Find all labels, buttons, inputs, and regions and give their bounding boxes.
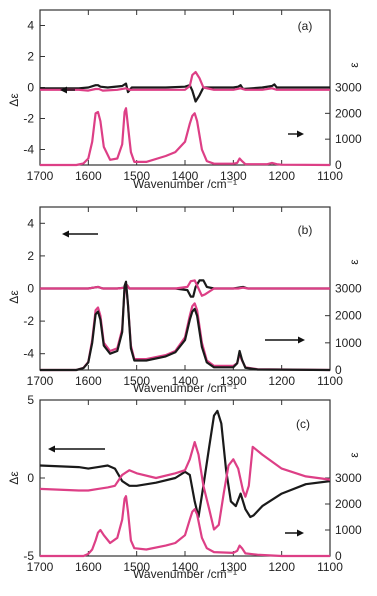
x-tick-label: 1600 [75, 169, 102, 183]
y-left-tick-label: -4 [23, 347, 34, 361]
panel-label: (a) [298, 19, 313, 33]
y-left-tick-label: -2 [23, 112, 34, 126]
right-axis-arrowhead [297, 529, 304, 537]
chart-panel-c: 1700 1600 1500 1400 1300 1200 1100 5 0 -5 3000 2000… [7, 393, 362, 581]
panel-label: (c) [296, 417, 310, 431]
series-line-delta-epsilon-black [40, 82, 330, 103]
x-tick-label: 1200 [268, 374, 295, 388]
y-right-axis-label: ε [347, 452, 361, 458]
right-axis-arrowhead [297, 130, 304, 138]
x-tick-label: 1600 [75, 374, 102, 388]
series-line-delta-epsilon-magenta [40, 279, 330, 297]
x-tick-label: 1700 [27, 169, 54, 183]
x-tick-label: 1300 [220, 560, 247, 574]
y-left-tick-label: 0 [27, 282, 34, 296]
y-right-tick-label: 3000 [335, 81, 362, 95]
x-tick-label: 1300 [220, 169, 247, 183]
y-right-tick-label: 3000 [335, 282, 362, 296]
x-tick-label: 1600 [75, 560, 102, 574]
y-left-tick-label: -5 [23, 549, 34, 563]
x-tick-label: 1400 [172, 169, 199, 183]
x-tick-label: 1100 [317, 560, 343, 574]
left-axis-arrowhead [60, 86, 67, 94]
y-right-tick-label: 1000 [335, 336, 362, 350]
y-right-tick-label: 0 [335, 158, 342, 172]
series-line-epsilon-magenta [40, 495, 330, 558]
y-left-axis-label: Δε [7, 93, 21, 107]
x-tick-label: 1100 [317, 374, 343, 388]
y-left-axis-label: Δε [7, 290, 21, 304]
x-tick-label: 1500 [123, 560, 150, 574]
y-left-tick-label: 0 [27, 471, 34, 485]
y-left-axis-label: Δε [7, 471, 21, 485]
x-tick-label: 1200 [268, 560, 295, 574]
x-tick-label: 1500 [123, 374, 150, 388]
series-line-delta-epsilon-black [39, 409, 331, 519]
series-line-epsilon-magenta [40, 283, 331, 372]
x-tick-label: 1300 [220, 374, 247, 388]
x-tick-label: 1400 [172, 374, 199, 388]
panel-label: (b) [298, 223, 313, 237]
chart-panel-a: 1700 1600 1500 1400 1300 1200 1100 4 2 0 -2 -4 3000 2… [7, 9, 362, 191]
y-right-tick-label: 3000 [335, 471, 362, 485]
x-axis-label: Wavenumber /cm⁻¹ [133, 381, 237, 395]
y-right-tick-label: 2000 [335, 106, 362, 120]
y-right-tick-label: 2000 [335, 497, 362, 511]
y-right-tick-label: 0 [335, 363, 342, 377]
y-right-tick-label: 2000 [335, 309, 362, 323]
x-axis-label: Wavenumber /cm⁻¹ [133, 567, 237, 581]
x-tick-label: 1700 [27, 374, 54, 388]
series-line-delta-epsilon-magenta [39, 441, 331, 531]
y-left-tick-label: 2 [27, 249, 34, 263]
y-left-tick-label: 5 [27, 393, 34, 407]
series-line-delta-epsilon-magenta [40, 70, 330, 92]
y-left-tick-label: 2 [27, 50, 34, 64]
y-left-tick-label: 4 [27, 216, 34, 230]
left-axis-arrowhead [48, 445, 55, 453]
x-axis-label: Wavenumber /cm⁻¹ [133, 177, 237, 191]
y-left-tick-label: -4 [23, 143, 34, 157]
x-tick-label: 1200 [268, 169, 295, 183]
series-line-epsilon-black [40, 280, 331, 372]
y-right-tick-label: 0 [335, 549, 342, 563]
y-right-axis-label: ε [347, 259, 361, 265]
y-right-tick-label: 1000 [335, 132, 362, 146]
y-left-tick-label: 0 [27, 81, 34, 95]
x-tick-label: 1100 [317, 169, 343, 183]
left-axis-arrowhead [62, 230, 69, 238]
series-line-epsilon-magenta [40, 107, 331, 167]
y-right-tick-label: 1000 [335, 523, 362, 537]
y-right-axis-label: ε [347, 62, 361, 68]
y-left-tick-label: -2 [23, 314, 34, 328]
x-tick-label: 1400 [172, 560, 199, 574]
y-left-tick-label: 4 [27, 19, 34, 33]
right-axis-arrowhead [298, 336, 305, 344]
x-tick-label: 1700 [27, 560, 54, 574]
x-tick-label: 1500 [123, 169, 150, 183]
chart-panel-b: 1700 1600 1500 1400 1300 1200 1100 4 2 0 -2 -4 3000 2… [7, 206, 362, 395]
